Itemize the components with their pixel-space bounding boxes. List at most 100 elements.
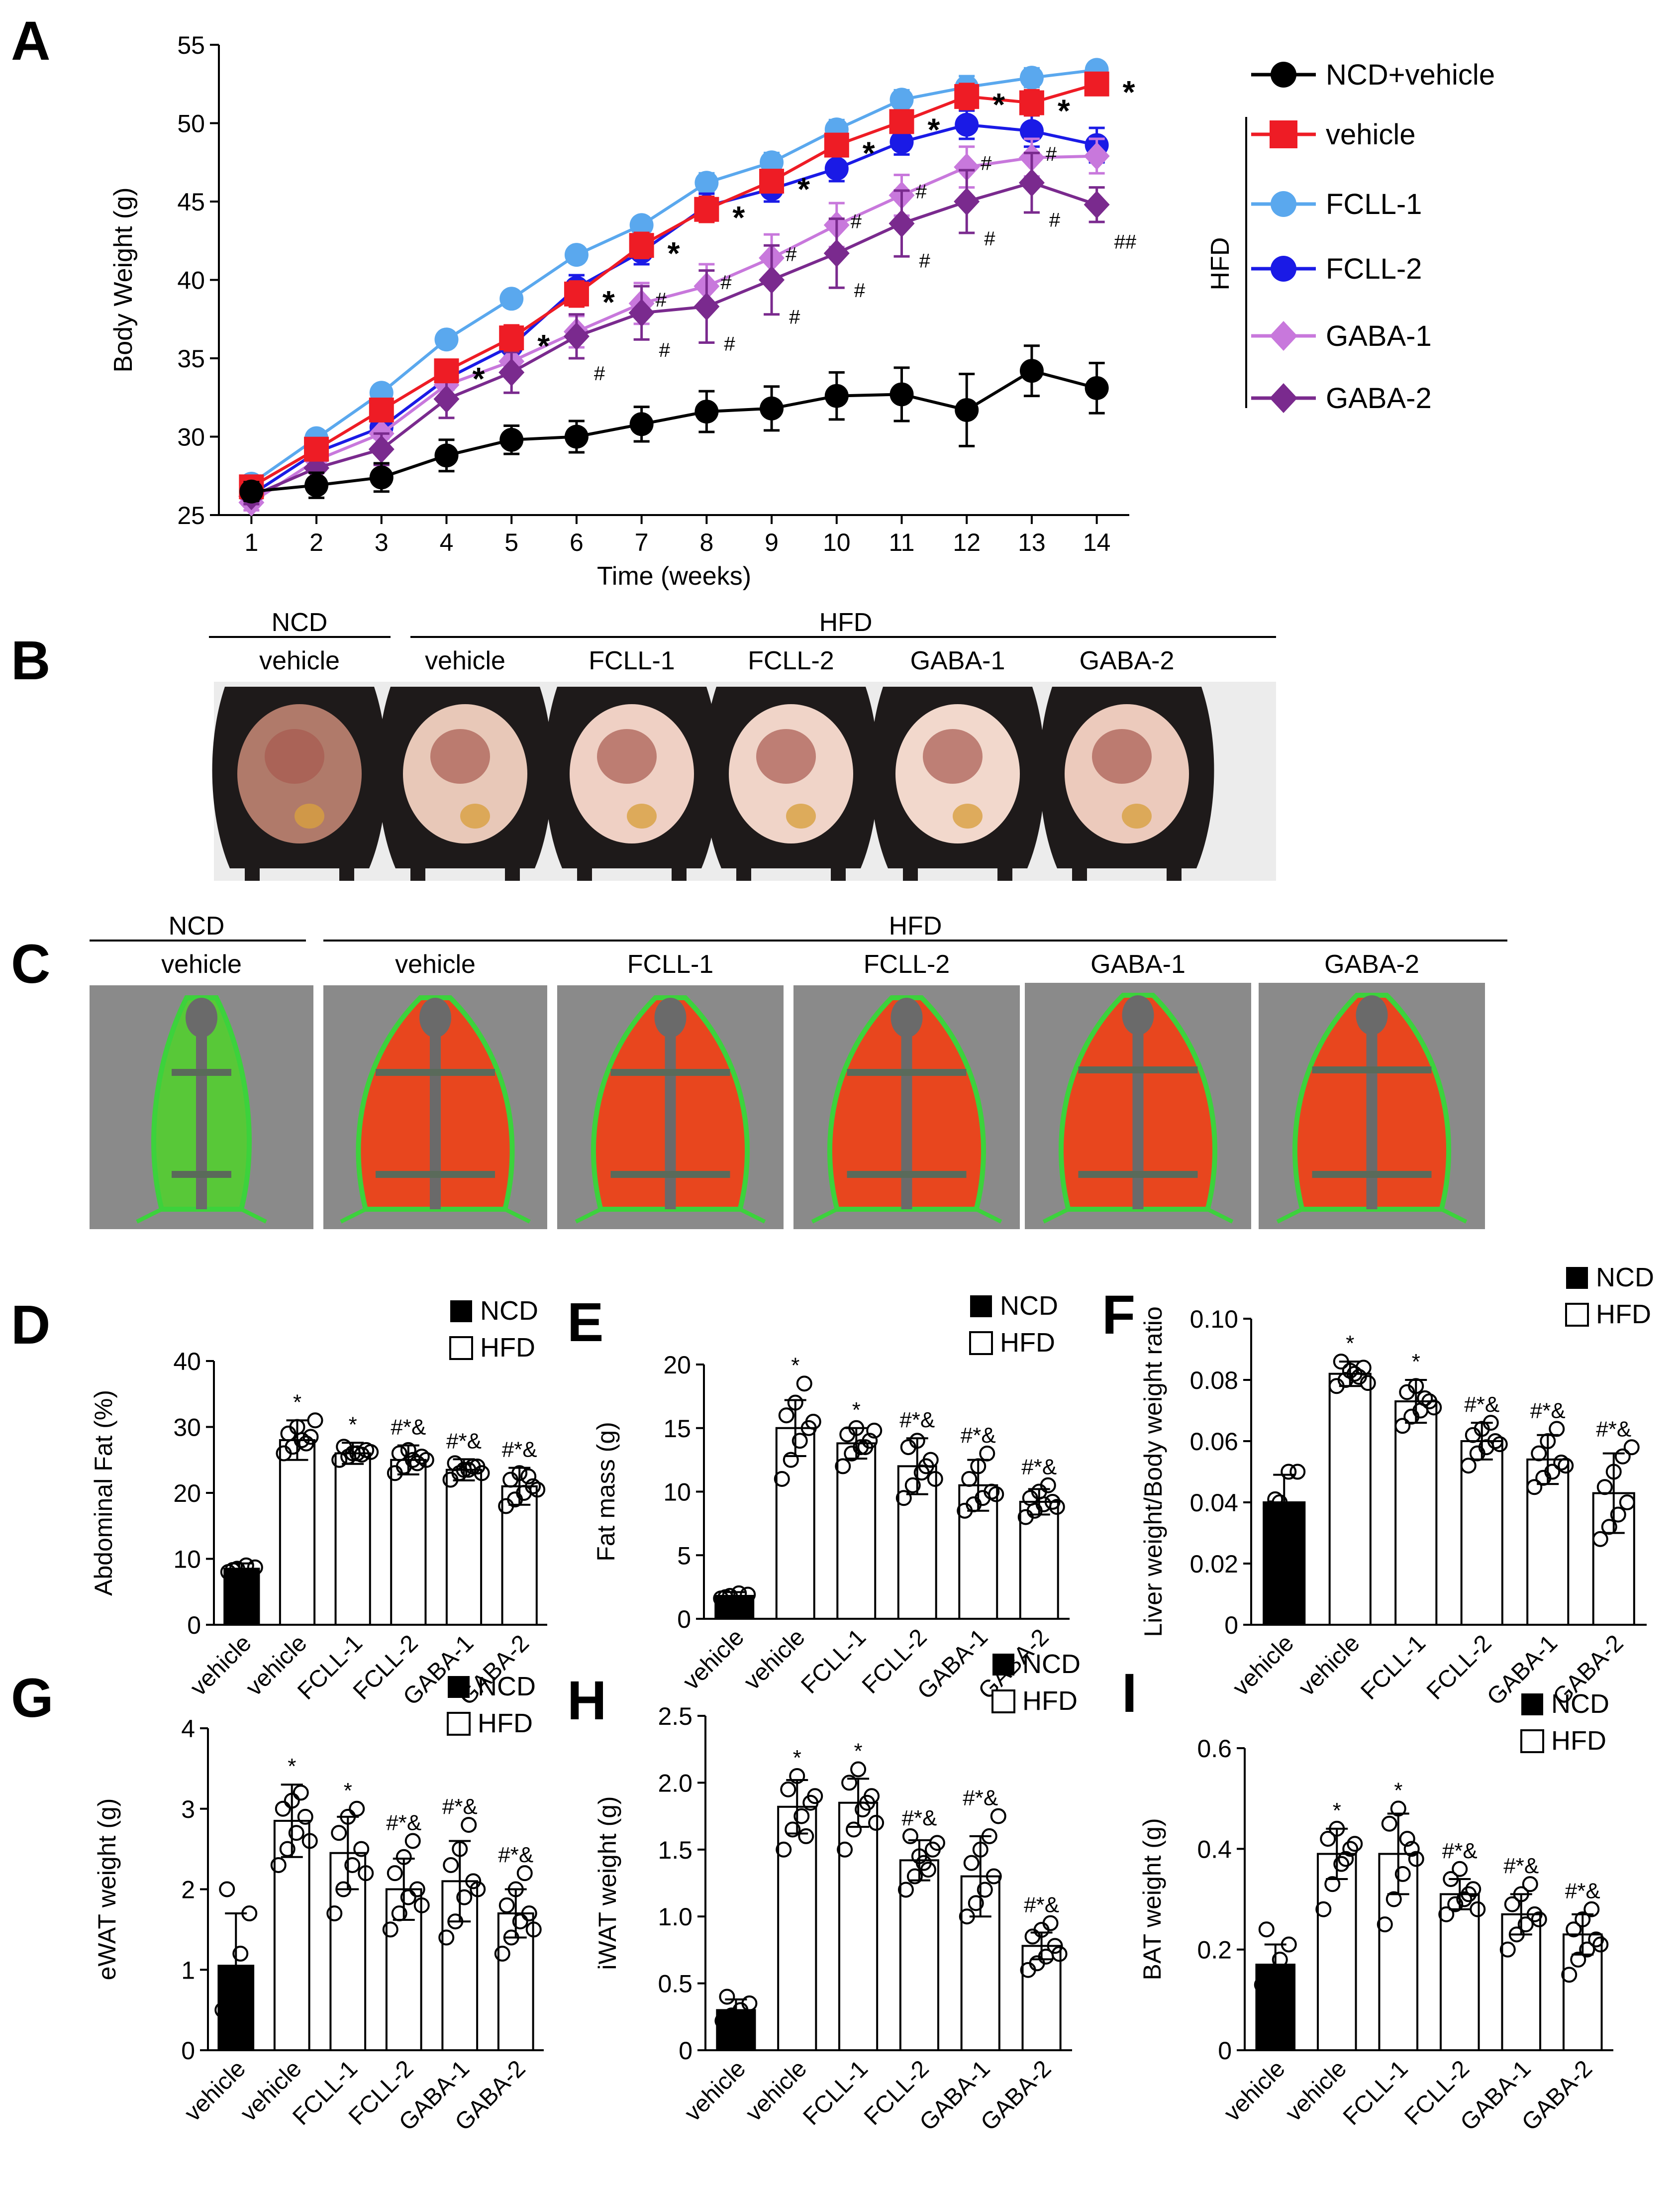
y-tick-label: 0.6 bbox=[1197, 1735, 1232, 1763]
dexa-scan bbox=[90, 985, 313, 1229]
panel-c-scans: NCD HFD vehicle vehicle FCLL-1 FCLL-2 GABA-1… bbox=[90, 912, 1507, 1229]
bar bbox=[445, 1469, 483, 1626]
data-point bbox=[760, 150, 784, 175]
y-tick-label: 0.02 bbox=[1190, 1550, 1238, 1578]
data-point bbox=[409, 1455, 425, 1471]
data-point bbox=[1315, 1901, 1332, 1917]
data-point bbox=[889, 109, 914, 134]
data-point bbox=[529, 1481, 546, 1498]
data-point bbox=[1605, 1464, 1622, 1480]
data-point bbox=[1408, 1378, 1424, 1394]
data-point bbox=[824, 384, 849, 408]
data-point bbox=[741, 1995, 758, 2011]
scan-label: FCLL-1 bbox=[627, 950, 713, 979]
bar bbox=[1019, 1500, 1059, 1620]
dexa-scan bbox=[1259, 983, 1485, 1229]
sig-star: * bbox=[992, 87, 1005, 122]
panel-letter-c: C bbox=[11, 934, 50, 995]
data-point bbox=[1019, 66, 1044, 90]
data-point bbox=[564, 281, 589, 307]
legend-label: NCD bbox=[1022, 1649, 1081, 1679]
x-tick-label: vehicle bbox=[185, 1630, 256, 1701]
data-point bbox=[232, 1945, 249, 1962]
data-point bbox=[1342, 1841, 1359, 1857]
bar bbox=[836, 1442, 877, 1620]
data-point bbox=[512, 1913, 528, 1930]
y-tick-label: 0.10 bbox=[1190, 1305, 1238, 1333]
sig-star: * bbox=[928, 111, 940, 147]
y-axis-label: eWAT weight (g) bbox=[93, 1798, 121, 1981]
data-point bbox=[349, 1800, 365, 1817]
hind-leg bbox=[340, 1207, 367, 1224]
organ bbox=[430, 729, 490, 784]
hind-leg bbox=[811, 1207, 838, 1224]
legend-label: FCLL-2 bbox=[1326, 253, 1422, 285]
panel-letter-g: G bbox=[11, 1668, 54, 1729]
data-point bbox=[304, 436, 329, 462]
x-tick-label: vehicle bbox=[1219, 2055, 1290, 2126]
dexa-scan bbox=[793, 985, 1020, 1229]
sig-hash: # bbox=[919, 250, 931, 272]
sig-star: * bbox=[537, 328, 550, 364]
sig-label: * bbox=[1412, 1350, 1420, 1374]
legend-swatch-hfd bbox=[991, 1689, 1015, 1713]
y-tick-label: 30 bbox=[173, 1414, 201, 1442]
legend-label: vehicle bbox=[1326, 118, 1416, 151]
x-tick-label: 1 bbox=[244, 528, 258, 556]
bar bbox=[390, 1459, 427, 1626]
sig-label: #*& bbox=[442, 1794, 478, 1819]
data-point bbox=[1385, 1891, 1402, 1907]
panel-letter-i: I bbox=[1122, 1663, 1137, 1724]
data-point bbox=[1049, 1499, 1065, 1515]
data-point bbox=[1549, 1421, 1565, 1437]
data-point bbox=[902, 1828, 918, 1844]
sig-label: #*& bbox=[498, 1843, 533, 1867]
data-point bbox=[284, 1792, 300, 1809]
y-tick-label: 0 bbox=[679, 2037, 692, 2065]
paw bbox=[1072, 868, 1087, 881]
data-point bbox=[1329, 1820, 1345, 1837]
hind-leg bbox=[504, 1207, 531, 1224]
data-point bbox=[270, 1857, 287, 1873]
data-point bbox=[1575, 1911, 1591, 1927]
data-point bbox=[972, 1841, 988, 1858]
sig-label: #*& bbox=[1464, 1392, 1499, 1417]
legend-swatch-ncd bbox=[992, 1654, 1014, 1676]
data-point bbox=[1047, 1938, 1063, 1954]
data-point bbox=[1040, 1477, 1056, 1493]
organ bbox=[460, 804, 490, 829]
photo-label: GABA-1 bbox=[910, 646, 1005, 675]
x-tick-label: 3 bbox=[375, 528, 389, 556]
paw bbox=[339, 868, 354, 881]
y-tick-label: 15 bbox=[663, 1415, 691, 1443]
legend-label: NCD+vehicle bbox=[1326, 59, 1495, 91]
data-point bbox=[387, 1865, 403, 1882]
data-point bbox=[1487, 1433, 1503, 1449]
paw bbox=[903, 868, 918, 881]
legend-marker bbox=[1271, 62, 1296, 88]
data-point bbox=[1517, 1916, 1534, 1933]
mouse-photo bbox=[544, 687, 719, 881]
data-point bbox=[452, 1841, 468, 1857]
data-point bbox=[223, 1978, 240, 1994]
hind-leg bbox=[575, 1207, 602, 1224]
data-point bbox=[955, 398, 979, 422]
y-tick-label: 45 bbox=[177, 188, 205, 216]
data-point bbox=[889, 210, 915, 238]
sig-label: * bbox=[293, 1390, 301, 1414]
legend-marker bbox=[1271, 191, 1296, 217]
legend-marker bbox=[1270, 120, 1297, 148]
panel-letter-a: A bbox=[11, 10, 50, 72]
dexa-scan bbox=[1025, 983, 1251, 1229]
x-tick-label: vehicle bbox=[1293, 1630, 1365, 1701]
sig-hash: # bbox=[789, 307, 800, 328]
sig-hash: # bbox=[984, 228, 995, 250]
photo-label: FCLL-2 bbox=[748, 646, 834, 675]
legend: NCD HFD bbox=[1520, 1689, 1609, 1756]
data-point bbox=[1504, 1896, 1520, 1912]
skull bbox=[654, 998, 687, 1038]
data-point bbox=[507, 1881, 524, 1897]
data-point bbox=[1452, 1861, 1468, 1877]
